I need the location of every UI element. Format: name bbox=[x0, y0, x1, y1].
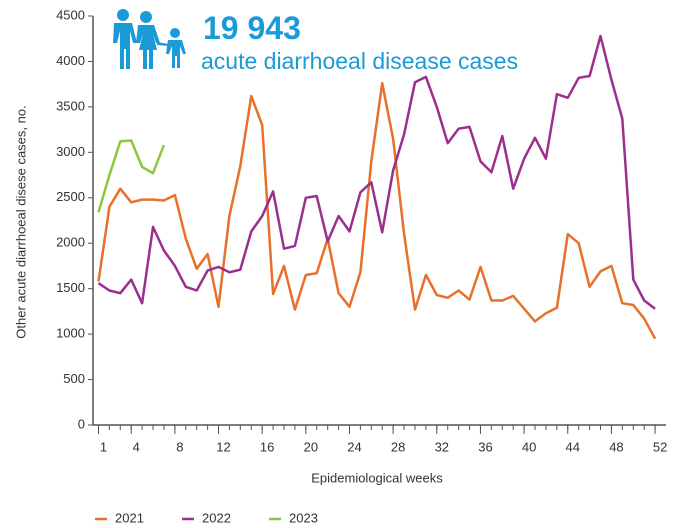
x-tick-label: 28 bbox=[391, 439, 405, 454]
y-tick-label: 1000 bbox=[56, 326, 85, 341]
y-tick-label: 3000 bbox=[56, 144, 85, 159]
x-tick-label: 12 bbox=[216, 439, 230, 454]
y-tick-label: 500 bbox=[63, 371, 85, 386]
y-axis-label: Other acute diarrhoeal disese cases, no. bbox=[13, 105, 28, 338]
legend-label: 2023 bbox=[289, 510, 318, 525]
legend-label: 2021 bbox=[115, 510, 144, 525]
y-tick-label: 4500 bbox=[56, 7, 85, 22]
y-tick-label: 2000 bbox=[56, 235, 85, 250]
x-tick-label: 8 bbox=[176, 439, 183, 454]
line-series bbox=[97, 34, 656, 310]
x-tick-label: 40 bbox=[522, 439, 536, 454]
x-tick-label: 4 bbox=[133, 439, 140, 454]
x-tick-label: 48 bbox=[609, 439, 623, 454]
family-icon bbox=[113, 9, 186, 69]
x-tick-label: 36 bbox=[478, 439, 492, 454]
x-tick-label: 1 bbox=[100, 439, 107, 454]
headline-text: acute diarrhoeal disease cases bbox=[201, 48, 519, 74]
y-tick-label: 4000 bbox=[56, 53, 85, 68]
legend-label: 2022 bbox=[202, 510, 231, 525]
x-tick-label: 32 bbox=[435, 439, 449, 454]
x-tick-label: 20 bbox=[304, 439, 318, 454]
y-tick-label: 1500 bbox=[56, 280, 85, 295]
line-series bbox=[97, 139, 166, 213]
x-tick-label: 52 bbox=[653, 439, 667, 454]
y-tick-label: 2500 bbox=[56, 189, 85, 204]
x-tick-label: 24 bbox=[347, 439, 361, 454]
x-tick-label: 44 bbox=[566, 439, 580, 454]
y-tick-label: 0 bbox=[78, 416, 85, 431]
headline-value: 19 943 bbox=[203, 10, 301, 46]
x-tick-label: 16 bbox=[260, 439, 274, 454]
line-series bbox=[97, 82, 657, 340]
y-tick-label: 3500 bbox=[56, 98, 85, 113]
x-axis-label: Epidemiological weeks bbox=[311, 470, 443, 485]
